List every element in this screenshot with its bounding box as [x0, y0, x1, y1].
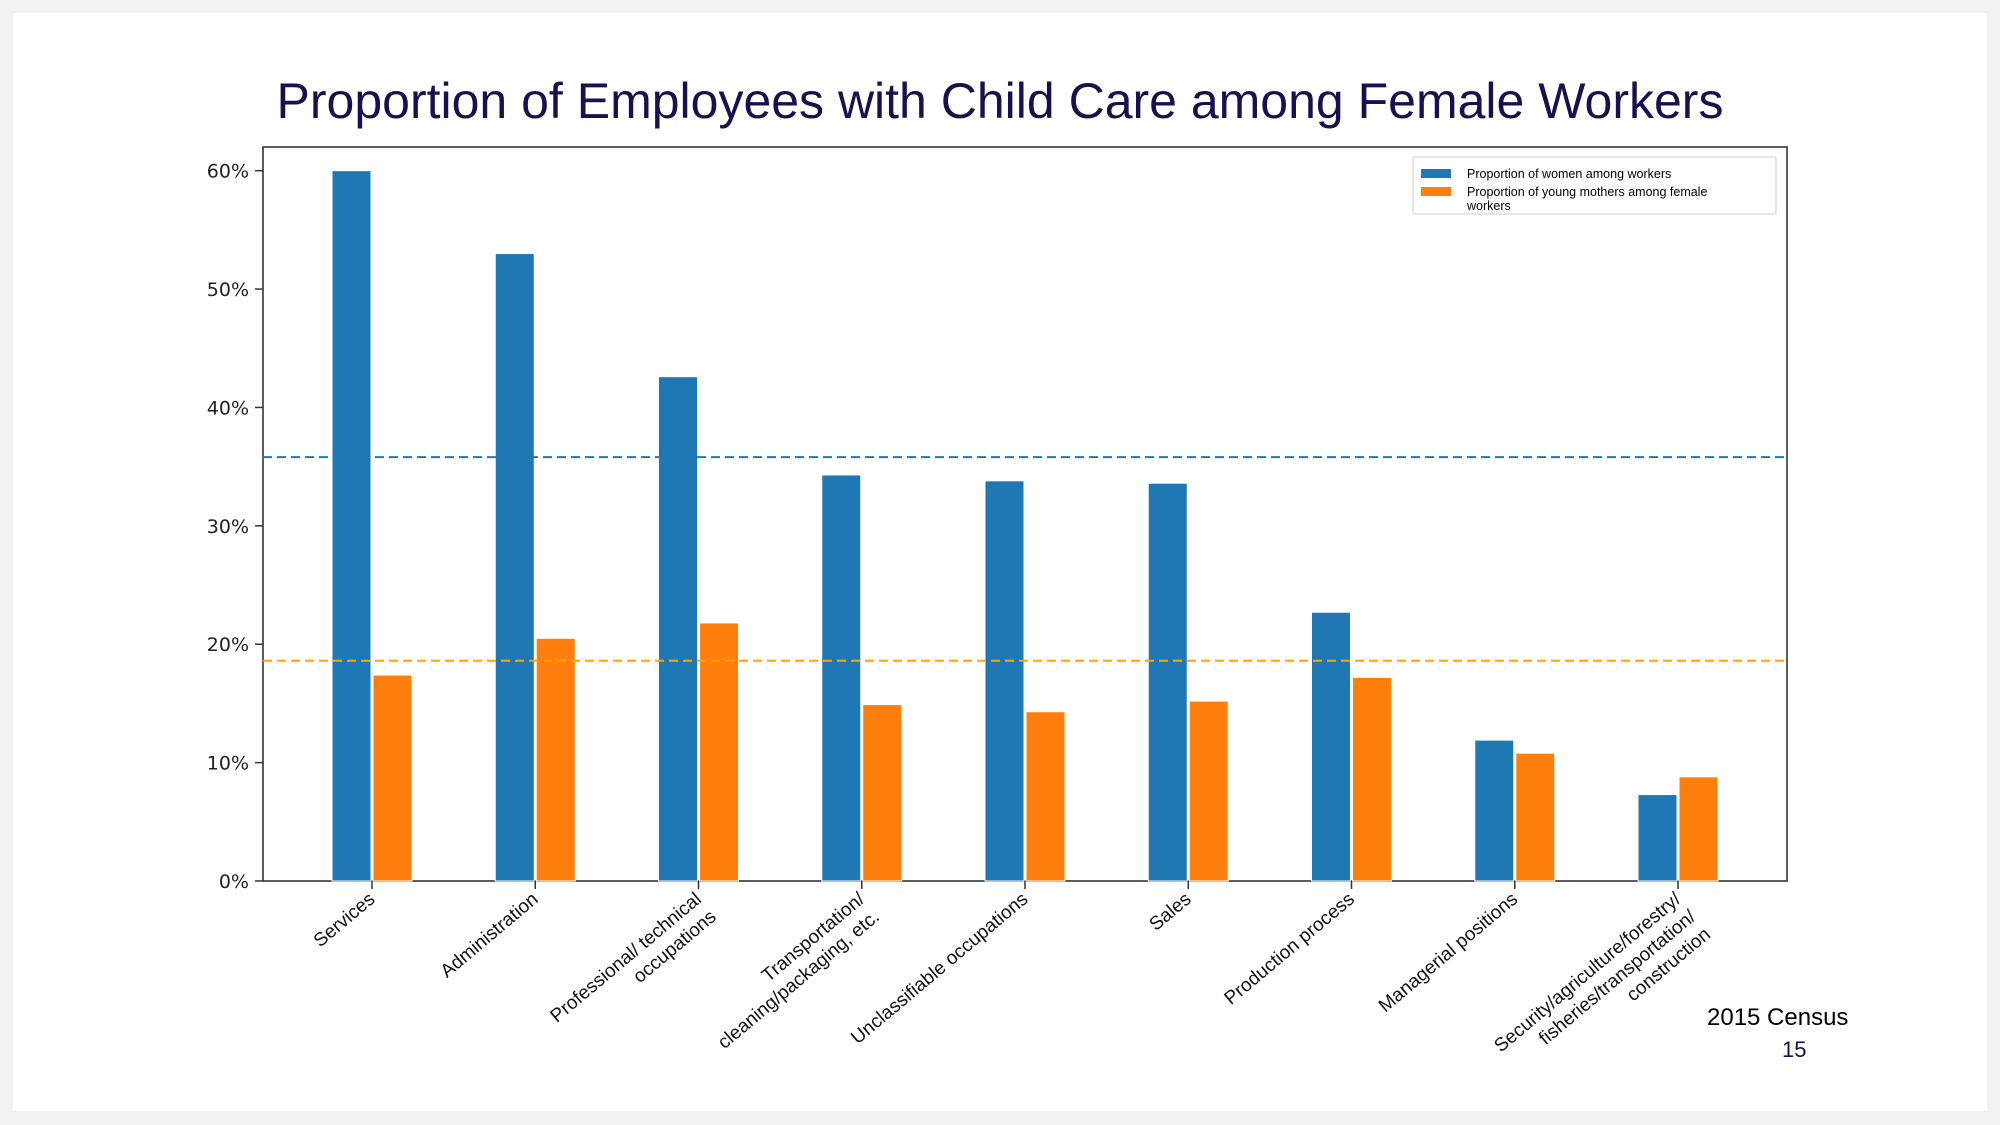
bar-young-mothers	[1678, 776, 1719, 882]
x-tick-label-text: Sales	[1146, 889, 1196, 936]
legend-label: Proportion of women among workers	[1467, 167, 1671, 181]
x-tick-label: Managerial positions	[1375, 889, 1522, 1017]
y-tick-label: 60%	[207, 161, 249, 183]
x-tick-label-text: Production process	[1221, 889, 1359, 1010]
legend-label: Proportion of young mothers among female…	[1466, 185, 1707, 213]
legend-box	[1412, 156, 1777, 215]
x-tick-label-text: Managerial positions	[1375, 889, 1522, 1017]
bar-women	[331, 170, 372, 882]
x-tick-label: Production process	[1221, 889, 1359, 1010]
plot-frame	[262, 146, 1788, 882]
bar-women	[658, 376, 698, 882]
bar-young-mothers	[1188, 700, 1229, 882]
legend-swatch	[1421, 169, 1451, 178]
y-tick-label: 10%	[207, 753, 249, 775]
x-tick-label-text: Services	[310, 889, 379, 952]
x-tick-label: Administration	[437, 889, 543, 982]
y-tick-label: 50%	[207, 279, 249, 301]
y-tick-label: 0%	[219, 871, 249, 893]
bar-young-mothers	[862, 704, 903, 882]
x-tick-label: Security/agriculture/forestry/fisheries/…	[1491, 888, 1716, 1092]
bar-women	[1311, 611, 1351, 882]
x-tick-label-text: Security/agriculture/forestry/fisheries/…	[1491, 888, 1716, 1092]
bar-women	[821, 474, 862, 882]
y-tick-label: 40%	[207, 397, 249, 419]
page-number: 15	[1782, 1037, 1807, 1062]
bar-women	[1637, 794, 1678, 882]
bar-women	[1474, 739, 1515, 882]
bar-young-mothers	[1352, 676, 1392, 882]
bar-young-mothers	[372, 674, 413, 882]
x-tick-label: Professional/ technicaloccupations	[547, 889, 721, 1045]
bar-women	[984, 480, 1025, 882]
bar-women	[1147, 482, 1188, 882]
x-tick-label: Sales	[1146, 889, 1196, 936]
x-tick-label: Services	[310, 889, 379, 952]
bar-young-mothers	[1515, 752, 1556, 882]
y-tick-label: 20%	[207, 634, 249, 656]
bar-young-mothers	[1025, 711, 1066, 882]
slide-title: Proportion of Employees with Child Care …	[276, 73, 1724, 129]
legend-swatch	[1421, 187, 1451, 196]
bar-young-mothers	[535, 637, 576, 882]
y-tick-label: 30%	[207, 516, 249, 538]
x-tick-label-text: Administration	[437, 889, 543, 982]
source-note: 2015 Census	[1707, 1004, 1849, 1031]
bar-young-mothers	[699, 622, 739, 882]
bar-women	[494, 253, 535, 882]
x-tick-label-text: Professional/ technicaloccupations	[547, 889, 721, 1045]
